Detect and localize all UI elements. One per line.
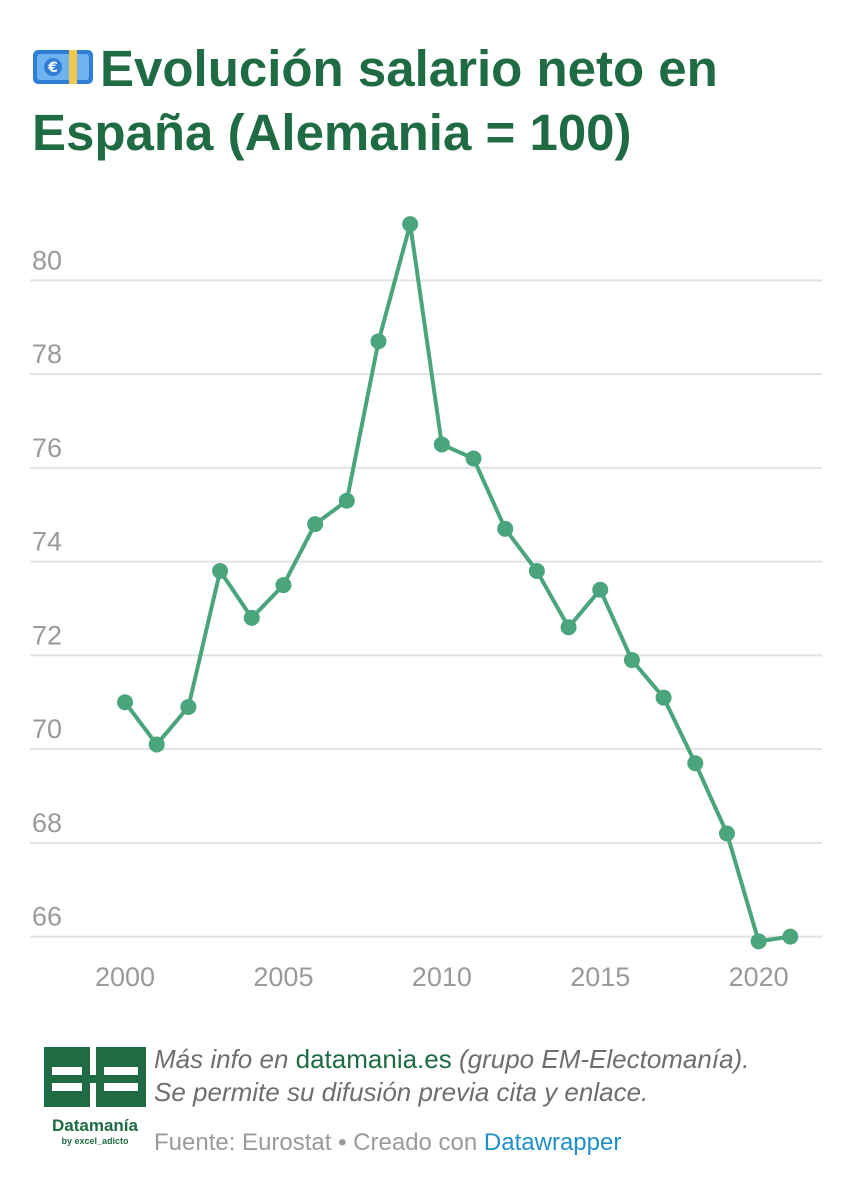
footer-note: Más info en datamania.es (grupo EM-Elect… — [154, 1043, 834, 1109]
datamania-logo-mark — [44, 1047, 146, 1107]
data-point-2012 — [497, 520, 514, 537]
y-tick-label-76: 76 — [32, 433, 62, 463]
data-point-2006 — [307, 516, 324, 533]
data-point-2014 — [560, 619, 577, 636]
series-line — [123, 222, 791, 944]
data-point-2005 — [275, 577, 292, 594]
data-point-2021 — [782, 928, 799, 945]
x-tick-label-2000: 2000 — [95, 962, 155, 992]
data-point-2020 — [750, 933, 767, 950]
x-tick-label-2010: 2010 — [412, 962, 472, 992]
note-prefix: Más info en — [154, 1044, 296, 1074]
line-chart: 66 68 70 72 74 76 78 80 2000 2005 2010 2015 2020 — [30, 216, 822, 992]
y-tick-label-70: 70 — [32, 714, 62, 744]
data-point-2007 — [338, 492, 355, 509]
x-tick-label-2020: 2020 — [729, 962, 789, 992]
y-tick-label-74: 74 — [32, 527, 62, 557]
gridlines — [30, 279, 822, 938]
data-point-2004 — [243, 609, 260, 626]
data-point-2009 — [402, 216, 419, 233]
data-point-2000 — [117, 694, 134, 711]
data-points — [117, 216, 799, 950]
data-point-2002 — [180, 698, 197, 715]
x-tick-label-2005: 2005 — [253, 962, 313, 992]
datamania-link[interactable]: datamania.es — [295, 1044, 452, 1074]
y-tick-label-72: 72 — [32, 620, 62, 650]
data-point-2016 — [623, 652, 640, 669]
logo-name: Datamanía — [52, 1116, 138, 1135]
data-point-2003 — [212, 563, 229, 579]
x-axis-ticks: 2000 2005 2010 2015 2020 — [95, 962, 789, 992]
y-tick-label-80: 80 — [32, 245, 62, 275]
x-tick-label-2015: 2015 — [570, 962, 630, 992]
datawrapper-link[interactable]: Datawrapper — [483, 1129, 622, 1156]
source-text: Fuente: Eurostat • Creado con — [154, 1129, 484, 1156]
svg-text:€: € — [47, 60, 58, 76]
data-point-2019 — [718, 825, 735, 842]
data-point-2018 — [687, 755, 704, 772]
source-line: Fuente: Eurostat • Creado con Datawrappe… — [154, 1129, 621, 1157]
chart-title: € Evolución salario neto en España (Alema… — [32, 38, 822, 164]
note-suffix: (grupo EM-Electomanía). — [451, 1044, 750, 1074]
data-point-2011 — [465, 450, 482, 467]
chart-header: € Evolución salario neto en España (Alema… — [32, 38, 822, 164]
data-point-2001 — [148, 736, 165, 753]
data-point-2017 — [655, 689, 672, 706]
data-point-2010 — [433, 436, 450, 453]
y-tick-label-66: 66 — [32, 902, 62, 932]
logo-tagline: by excel_adicto — [61, 1136, 129, 1146]
data-point-2008 — [370, 333, 387, 350]
data-point-2013 — [528, 563, 545, 579]
y-tick-label-68: 68 — [32, 808, 62, 838]
title-text: Evolución salario neto en España (Aleman… — [32, 40, 718, 161]
y-tick-label-78: 78 — [32, 339, 62, 369]
euro-banknote-icon: € — [32, 40, 94, 102]
data-point-2015 — [592, 581, 609, 598]
datamania-logo: Datamanía by excel_adicto — [40, 1045, 150, 1146]
note-line-2: Se permite su difusión previa cita y enl… — [154, 1077, 649, 1107]
y-axis-ticks: 66 68 70 72 74 76 78 80 — [32, 245, 62, 931]
